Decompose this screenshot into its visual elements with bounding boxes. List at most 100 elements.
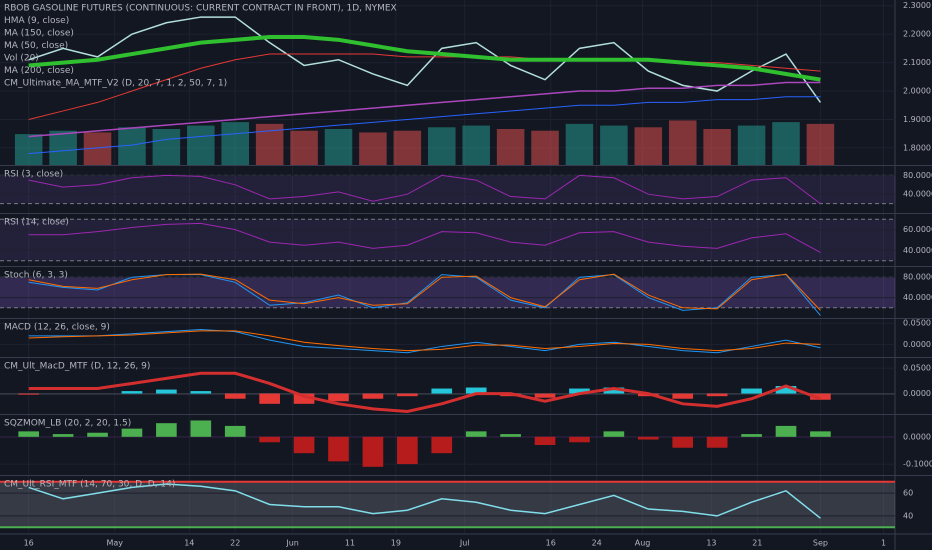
x-tick-label: 21	[752, 539, 762, 548]
histogram-bar	[190, 391, 212, 394]
x-tick-label: Aug	[635, 539, 651, 548]
indicator-line	[28, 483, 821, 519]
histogram-bar	[569, 388, 590, 394]
histogram-bar	[465, 431, 487, 437]
y-tick-label: 60	[903, 489, 913, 498]
histogram-bar	[121, 428, 143, 437]
x-tick-label: May	[106, 539, 123, 548]
volume-bar	[600, 125, 628, 165]
volume-bar	[290, 130, 318, 165]
legend-entry: MA (50, close)	[4, 41, 68, 51]
band	[0, 219, 895, 261]
volume-bar	[634, 127, 663, 165]
y-tick-label: 40	[903, 511, 913, 520]
volume-bar	[152, 129, 181, 165]
histogram-bar	[156, 423, 177, 437]
volume-bar	[221, 122, 249, 165]
indicator-line	[28, 174, 821, 204]
y-tick-label: 1.8000	[903, 143, 931, 152]
y-tick-label: 2.1000	[903, 58, 931, 67]
histogram-bar	[672, 393, 694, 399]
x-tick-label: 19	[391, 539, 401, 548]
indicator-line	[28, 330, 821, 352]
histogram-bar	[465, 387, 487, 394]
x-tick-label: 22	[230, 539, 240, 548]
chart-title: RBOB GASOLINE FUTURES (CONTINUOUS: CURRE…	[4, 4, 397, 14]
histogram-bar	[156, 389, 177, 394]
volume-bar	[359, 132, 387, 165]
x-tick-label: 11	[345, 539, 355, 548]
histogram-bar	[121, 391, 143, 394]
y-tick-label: 0.0000	[903, 340, 931, 349]
histogram-bar	[603, 387, 625, 394]
volume-bar	[496, 129, 525, 165]
histogram-bar	[810, 393, 831, 400]
histogram-bar	[224, 393, 246, 399]
volume-bar	[737, 125, 766, 165]
x-tick-label: 16	[24, 539, 34, 548]
y-tick-label: -0.1000	[903, 460, 932, 469]
histogram-bar	[534, 436, 556, 445]
volume-bar	[324, 129, 353, 165]
indicator-line	[28, 222, 821, 253]
y-tick-label: 2.2000	[903, 30, 931, 39]
indicator-line	[28, 16, 822, 103]
histogram-bar	[706, 436, 728, 448]
x-tick-label: Jul	[459, 539, 470, 548]
histogram-bar	[810, 431, 831, 437]
volume-bar	[668, 120, 697, 165]
histogram-bar	[431, 436, 453, 454]
y-tick-label: 80.0000	[903, 171, 932, 180]
histogram-bar	[431, 388, 453, 394]
histogram-bar	[224, 425, 246, 437]
x-tick-label: Sep	[813, 539, 828, 548]
legend-entry: CM_Ult_RSI_MTF (14, 70, 30, D, D, 14)	[4, 480, 175, 490]
indicator-line	[28, 273, 821, 311]
x-tick-label: Jun	[285, 539, 299, 548]
volume-bar	[427, 127, 456, 165]
legend-entry: RSI (3, close)	[4, 170, 63, 180]
volume-bar	[565, 123, 594, 165]
histogram-bar	[293, 393, 315, 404]
x-tick-label: 14	[184, 539, 194, 548]
histogram-bar	[741, 434, 762, 437]
histogram-bar	[328, 393, 349, 402]
legend-entry: SQZMOM_LB (20, 2, 20, 1.5)	[4, 419, 131, 429]
legend-entry: Stoch (6, 3, 3)	[4, 271, 68, 281]
y-tick-label: 60.0000	[903, 225, 932, 234]
y-tick-label: 2.3000	[903, 1, 931, 10]
histogram-bar	[672, 436, 694, 448]
histogram-bar	[500, 434, 521, 437]
histogram-bar	[569, 436, 590, 443]
legend-entry: RSI (14, close)	[4, 218, 69, 228]
x-tick-label: 24	[592, 539, 602, 548]
volume-bar	[187, 125, 215, 165]
y-tick-label: 2.0000	[903, 87, 931, 96]
volume-bar	[14, 134, 43, 165]
legend-entry: MACD (12, 26, close, 9)	[4, 323, 110, 333]
y-tick-label: 40.0000	[903, 246, 932, 255]
legend-entry: MA (200, close)	[4, 66, 74, 76]
volume-bar	[531, 130, 559, 165]
histogram-bar	[190, 420, 212, 437]
x-tick-label: 16	[546, 539, 556, 548]
y-tick-label: 0.0000	[903, 389, 931, 398]
y-tick-label: 1.9000	[903, 115, 931, 124]
histogram-bar	[87, 432, 108, 437]
histogram-bar	[259, 393, 280, 404]
indicator-line	[28, 371, 821, 413]
volume-bar	[806, 123, 835, 165]
y-tick-label: 0.0500	[903, 319, 931, 328]
legend-entry: HMA (9, close)	[4, 16, 69, 26]
histogram-bar	[706, 393, 728, 397]
legend-entry: Vol (20)	[4, 54, 39, 64]
histogram-bar	[52, 434, 74, 437]
histogram-bar	[637, 436, 659, 440]
histogram-bar	[397, 393, 418, 397]
histogram-bar	[328, 436, 349, 462]
histogram-bar	[18, 393, 40, 395]
volume-bar	[393, 130, 422, 165]
histogram-bar	[397, 436, 418, 465]
x-tick-label: 13	[706, 539, 716, 548]
